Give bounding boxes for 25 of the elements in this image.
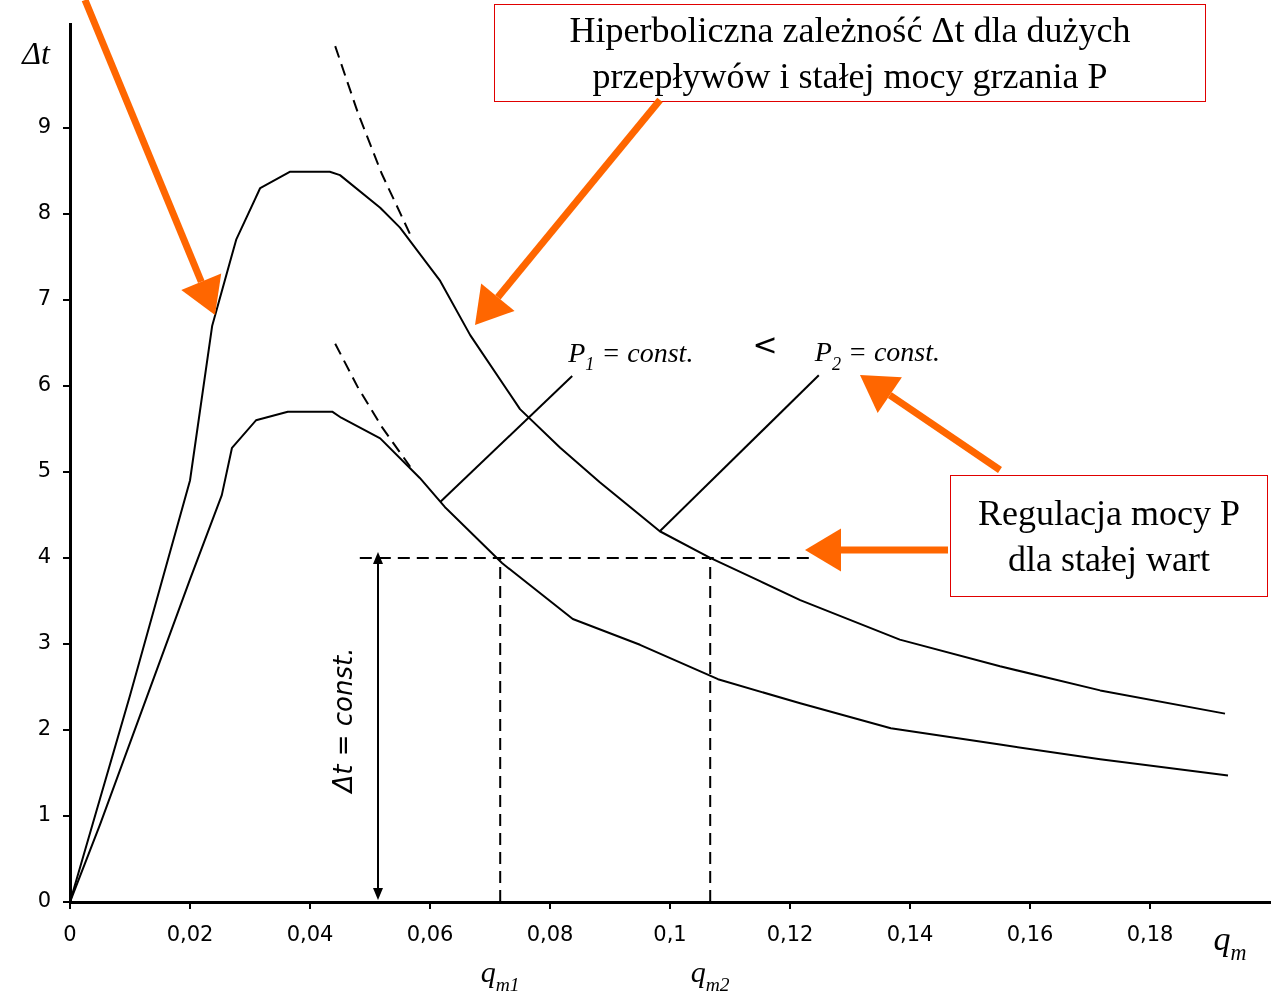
x-tick-label: 0,02 [166, 922, 214, 947]
y-tick-label: 7 [37, 286, 51, 311]
y-tick-label: 2 [37, 716, 51, 741]
x-tick-label: 0 [63, 922, 77, 947]
x-tick-label: 0,1 [653, 922, 687, 947]
y-axis-title: Δt [20, 35, 51, 71]
x-tick-label: 0,06 [406, 922, 454, 947]
annotation: Regulacja mocy P dla stałej wart [950, 475, 1268, 597]
y-tick-label: 5 [37, 458, 51, 483]
annotation: Hiperboliczna zależność Δt dla dużych przepływów i stałej mocy grzania P [494, 4, 1206, 102]
x-tick-label: 0,12 [766, 922, 814, 947]
y-tick-label: 8 [37, 200, 51, 225]
annotation: < [752, 327, 778, 362]
y-tick-label: 6 [37, 372, 51, 397]
y-tick-label: 0 [37, 888, 51, 913]
y-tick-label: 9 [37, 114, 51, 139]
y-tick-label: 1 [37, 802, 51, 827]
x-tick-label: 0,16 [1006, 922, 1054, 947]
x-tick-label: 0,14 [886, 922, 934, 947]
x-tick-label: 0,18 [1126, 922, 1174, 947]
annotation: Δt = const. [328, 647, 358, 795]
x-tick-label: 0,08 [526, 922, 574, 947]
y-tick-label: 3 [37, 630, 51, 655]
x-tick-label: 0,04 [286, 922, 334, 947]
y-tick-label: 4 [37, 544, 51, 569]
